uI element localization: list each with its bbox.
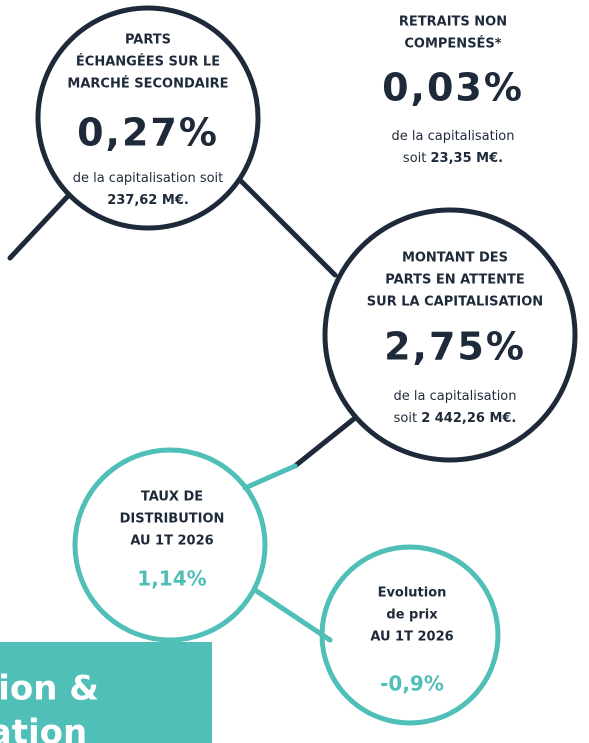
bubble-value: 0,03% xyxy=(382,66,524,110)
bubble-title: PARTS EN ATTENTE xyxy=(385,273,524,288)
note-part: 23,35 M€. xyxy=(431,151,504,166)
bubble-outline xyxy=(72,447,268,643)
note-part: 237,62 M€. xyxy=(107,193,189,208)
bubble-outline xyxy=(319,544,501,726)
banner xyxy=(0,642,212,743)
bubble-outline xyxy=(322,207,578,463)
note-part: de la capitalisation soit xyxy=(73,171,224,186)
connector xyxy=(242,463,298,491)
banner-text: ribution & xyxy=(0,669,99,709)
bubble-value: 0,27% xyxy=(77,111,219,155)
connector xyxy=(252,587,333,643)
bubble-outline xyxy=(35,5,261,231)
bubble-note: soit 2 442,26 M€. xyxy=(394,411,517,426)
note-part: de la capitalisation xyxy=(392,129,515,144)
bubble-title: AU 1T 2026 xyxy=(370,630,453,645)
bubble-title: DISTRIBUTION xyxy=(120,512,225,527)
bubble-title: Evolution xyxy=(378,586,447,601)
bubble-title: PARTS xyxy=(125,33,171,48)
bubble-note: de la capitalisation xyxy=(392,129,515,144)
bubble-tail xyxy=(292,415,358,469)
bubble-note: de la capitalisation xyxy=(394,389,517,404)
bubble-value: 1,14% xyxy=(137,567,206,591)
bubble-title: TAUX DE xyxy=(141,490,203,505)
connector xyxy=(237,177,338,278)
bubble-value: 2,75% xyxy=(384,325,526,369)
bubble-title: de prix xyxy=(386,608,438,623)
bubble-note: soit 23,35 M€. xyxy=(403,151,503,166)
bubble-title: RETRAITS NON xyxy=(399,15,507,30)
bubble-title: MONTANT DES xyxy=(402,251,508,266)
bubble-value: -0,9% xyxy=(380,672,444,696)
bubble-title: SUR LA CAPITALISATION xyxy=(367,295,543,310)
note-part: 2 442,26 M€. xyxy=(421,411,516,426)
bubble-note: de la capitalisation soit xyxy=(73,171,224,186)
bubble-tail xyxy=(7,193,71,261)
bubble-note: 237,62 M€. xyxy=(107,193,189,208)
note-part: soit xyxy=(403,151,431,166)
note-part: soit xyxy=(394,411,422,426)
bubble-title: ÉCHANGÉES SUR LE xyxy=(76,54,220,70)
bubble-title: MARCHÉ SECONDAIRE xyxy=(67,76,228,92)
banner-text: orisation xyxy=(0,713,87,743)
note-part: de la capitalisation xyxy=(394,389,517,404)
bubble-title: AU 1T 2026 xyxy=(130,534,213,549)
bubble-title: COMPENSÉS* xyxy=(404,36,501,52)
